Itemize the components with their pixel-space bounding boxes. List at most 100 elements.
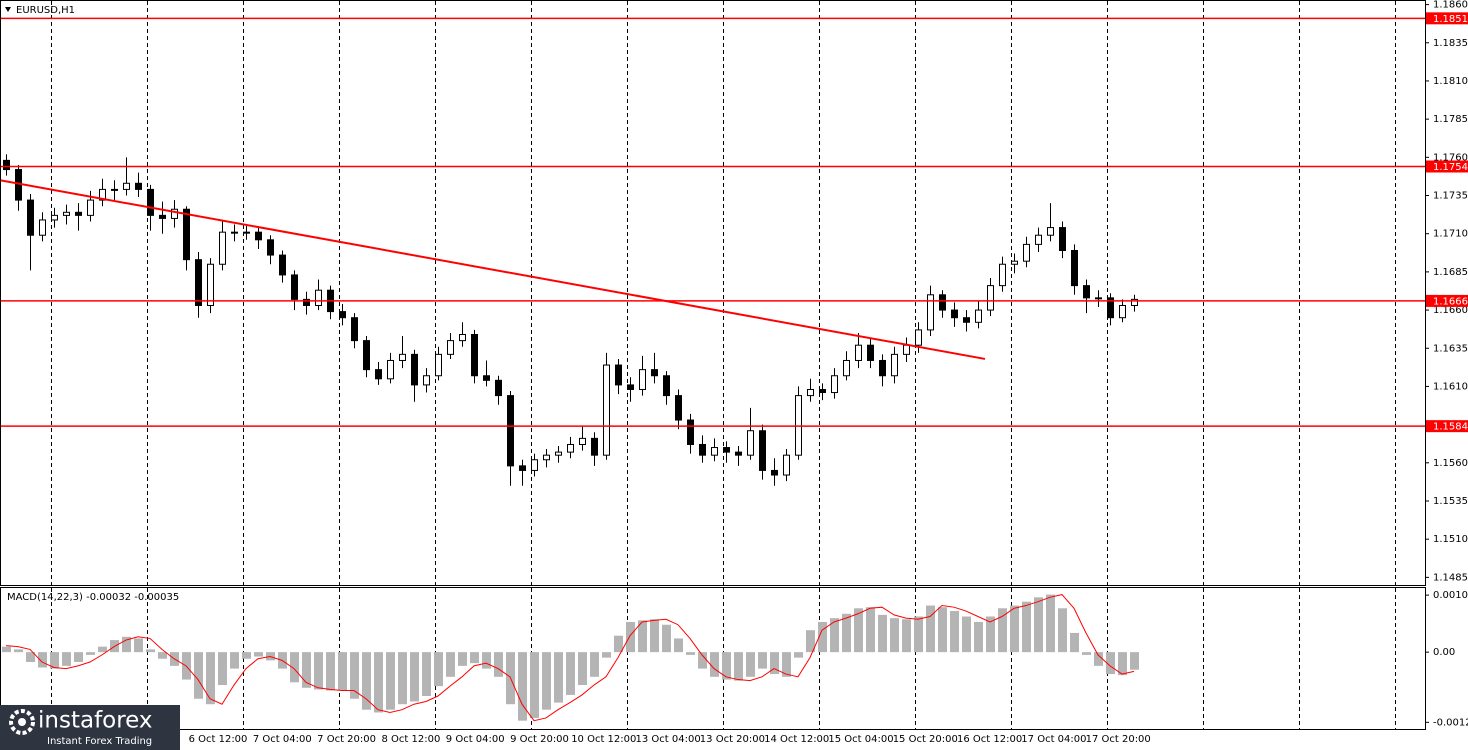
candle-body: [123, 182, 130, 190]
candle-body: [171, 208, 178, 219]
candle-body: [1059, 227, 1066, 251]
candle-body: [63, 211, 70, 216]
candle-body: [651, 369, 658, 377]
candle-body: [699, 443, 706, 456]
macd-bar: [86, 652, 95, 655]
macd-bar: [830, 618, 839, 653]
candle-body: [435, 353, 442, 377]
macd-bar: [686, 652, 695, 655]
macd-bar: [554, 652, 563, 703]
macd-bar: [14, 649, 23, 653]
candle-body: [1083, 285, 1090, 299]
y-tick-label: 1.1635: [1433, 343, 1468, 354]
candle-body: [591, 437, 598, 456]
macd-bar: [782, 652, 791, 677]
candle-body: [363, 340, 370, 371]
candle-body: [471, 334, 478, 377]
candle-body: [975, 309, 982, 323]
macd-bar: [1130, 652, 1139, 670]
y-tick-label: 0.00: [1433, 647, 1455, 658]
y-tick-label: 1.1735: [1433, 191, 1468, 202]
candle-body: [939, 294, 946, 311]
macd-bar: [434, 652, 443, 687]
y-tick-label: 1.1535: [1433, 496, 1468, 507]
x-tick-label: 17 Oct 20:00: [1086, 734, 1151, 745]
candle-body: [87, 199, 94, 216]
macd-bar: [158, 652, 167, 659]
y-tick-label: 1.1485: [1433, 572, 1468, 583]
candle-body: [3, 159, 10, 171]
macd-bar: [566, 652, 575, 695]
candle-body: [1035, 234, 1042, 245]
candle-body: [291, 274, 298, 300]
macd-bar: [1082, 652, 1091, 655]
macd-bar: [2, 646, 11, 653]
macd-bar: [938, 607, 947, 653]
candle-body: [1023, 243, 1030, 262]
candle-body: [711, 447, 718, 456]
candle-body: [99, 188, 106, 201]
macd-bar: [626, 621, 635, 653]
macd-bar: [362, 652, 371, 710]
y-tick-label: 1.1685: [1433, 267, 1468, 278]
candle-body: [483, 375, 490, 381]
macd-bar: [710, 652, 719, 677]
macd-bar: [650, 619, 659, 653]
candle-body: [27, 199, 34, 236]
level-label: 1.1584: [1433, 422, 1468, 433]
x-tick-label: 8 Oct 12:00: [381, 734, 440, 745]
candle-body: [1107, 297, 1114, 319]
macd-bar: [806, 630, 815, 653]
candle-body: [135, 182, 142, 190]
candle-body: [735, 451, 742, 456]
trend-line: [0, 179, 986, 360]
macd-bar: [62, 652, 71, 666]
macd-bar: [974, 621, 983, 653]
candle-body: [507, 395, 514, 467]
macd-bar: [986, 616, 995, 653]
macd-bar: [1046, 594, 1055, 653]
macd-bar: [542, 652, 551, 710]
macd-bar: [950, 611, 959, 653]
macd-bar: [446, 652, 455, 677]
candle-body: [495, 379, 502, 397]
x-tick-label: 9 Oct 04:00: [446, 734, 505, 745]
candle-body: [1047, 227, 1054, 236]
candle-body: [255, 231, 262, 241]
candle-body: [351, 317, 358, 342]
candle-body: [75, 211, 82, 216]
candle-body: [219, 231, 226, 265]
macd-bar: [998, 608, 1007, 653]
x-tick-label: 13 Oct 20:00: [700, 734, 765, 745]
candle-body: [627, 384, 634, 390]
level-label-box: [1426, 160, 1468, 173]
macd-bar: [494, 652, 503, 677]
menu-arrow[interactable]: [5, 7, 11, 12]
candle-body: [831, 375, 838, 394]
macd-bar: [350, 652, 359, 699]
macd-bar: [674, 638, 683, 653]
macd-bar: [746, 652, 755, 677]
candle-body: [423, 375, 430, 386]
macd-bar: [242, 652, 251, 659]
candle-body: [615, 364, 622, 386]
candle-body: [459, 334, 466, 342]
candle-body: [795, 395, 802, 456]
candle-body: [843, 359, 850, 377]
macd-title: MACD(14,22,3) -0.00032 -0.00035: [7, 592, 179, 603]
candle-body: [963, 317, 970, 323]
candle-body: [399, 353, 406, 361]
macd-bar: [50, 652, 59, 669]
candle-body: [231, 231, 238, 234]
candle-body: [915, 329, 922, 346]
macd-bar: [890, 618, 899, 653]
macd-bar: [1118, 652, 1127, 676]
macd-bar: [518, 652, 527, 721]
candle-body: [267, 239, 274, 256]
candle-body: [759, 430, 766, 471]
candle-body: [339, 311, 346, 319]
y-tick-label: 1.1785: [1433, 114, 1468, 125]
y-tick-label: 1.1660: [1433, 305, 1468, 316]
macd-bar: [26, 652, 35, 663]
